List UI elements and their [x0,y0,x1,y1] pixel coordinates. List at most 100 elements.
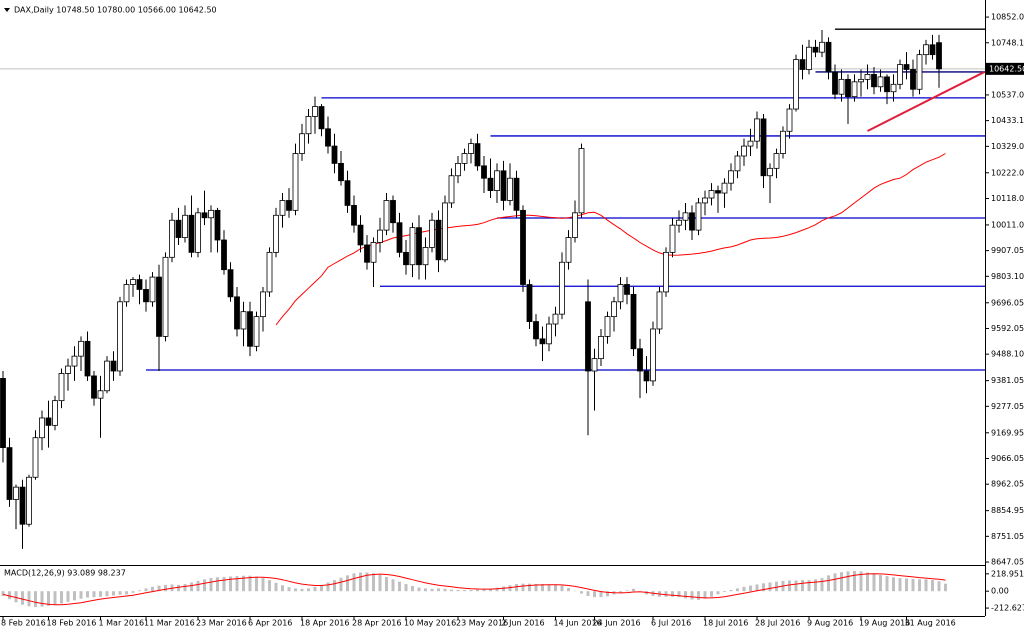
current-price-tag [986,62,1024,75]
macd-bar [840,572,843,592]
candle-body [806,46,812,70]
macd-bar [385,576,388,592]
macd-bar [755,584,759,592]
candle-body [117,301,123,372]
macd-bar [554,584,557,592]
x-tick-label: 6 Apr 2016 [248,619,292,628]
x-tick-label: 19 Aug 2016 [859,619,910,628]
candle-body [721,182,728,194]
macd-bar [424,588,427,592]
macd-bar [203,579,206,592]
macd-bar [853,570,856,592]
candle-body [422,247,429,266]
macd-bar [547,584,551,592]
candle-body [871,74,877,88]
candle-body [143,289,149,303]
candle-body [442,202,448,261]
x-tick-label: 31 Aug 2016 [905,619,956,628]
candle-body [188,214,195,253]
macd-bar [235,576,239,592]
candle-body [851,81,858,98]
candle-body [227,269,234,298]
x-tick-label: 28 Apr 2016 [352,619,401,628]
macd-bar [430,588,434,592]
y-tick-label: 9803.10 [991,272,1024,281]
macd-bar [255,576,258,592]
candle-body [403,251,409,266]
candle-body [39,417,45,439]
macd-bar [287,587,291,592]
macd-bar [931,580,934,592]
macd-bar [827,575,830,592]
candle-body [552,313,559,325]
candle-body [630,293,637,350]
macd-bar [632,588,635,592]
macd-bar [736,588,739,592]
candle-body [19,486,26,525]
macd-bar [599,591,603,598]
candle-body [500,170,507,201]
macd-bar [339,577,343,592]
macd-bar [625,590,629,592]
y-tick-label: 9907.05 [991,246,1024,255]
candle-body [370,242,377,263]
candle-body [253,316,260,347]
candle-body [474,143,481,167]
macd-bar [92,591,96,598]
y-tick-label: 9066.05 [991,454,1024,463]
macd-bar [21,591,24,605]
macd-bar [125,591,128,595]
macd-bar [398,581,401,592]
candle-body [123,284,130,303]
candle-body [585,301,591,372]
macd-bar [489,588,492,592]
candle-body [182,214,188,238]
candle-body [708,190,715,199]
candle-body [344,180,351,206]
macd-bar [560,585,564,592]
candle-body [780,130,786,154]
candle-body [559,261,565,315]
macd-bar [879,574,882,592]
candle-body [819,41,825,53]
macd-bar [196,580,200,592]
candle-body [429,219,435,248]
candle-body [637,348,643,372]
candle-body [825,41,832,73]
macd-bar [177,584,180,592]
y-tick-label: 8647.05 [991,558,1024,567]
candle-body [292,153,299,211]
macd-bar [1,591,5,596]
y-tick-label: 9592.05 [991,324,1024,333]
macd-bar [924,579,928,592]
macd-bar [300,588,304,592]
candle-body [611,301,617,318]
macd-bar [333,580,336,592]
candle-body [890,83,897,93]
candle-body [325,128,331,147]
candle-body [32,437,39,478]
macd-bar [66,591,70,602]
x-tick-label: 6 Jul 2016 [651,619,691,628]
candle-body [487,177,494,191]
candle-body [6,447,13,500]
macd-bar [580,591,583,594]
candle-body [533,321,539,340]
candle-body [663,251,669,293]
macd-bar [222,576,226,592]
y-tick-label: 10852.05 [991,13,1024,22]
candle-body [468,143,474,154]
candle-body [390,200,396,224]
macd-bar [885,576,889,592]
x-tick-label: 2 Jun 2016 [502,619,545,628]
candle-body [715,190,721,194]
candle-body [110,360,117,372]
candle-body [773,153,780,169]
macd-bar [144,588,148,592]
candle-body [858,78,864,83]
candle-body [682,212,689,221]
candle-body [338,162,344,182]
x-tick-label: 28 Jul 2016 [755,619,800,628]
